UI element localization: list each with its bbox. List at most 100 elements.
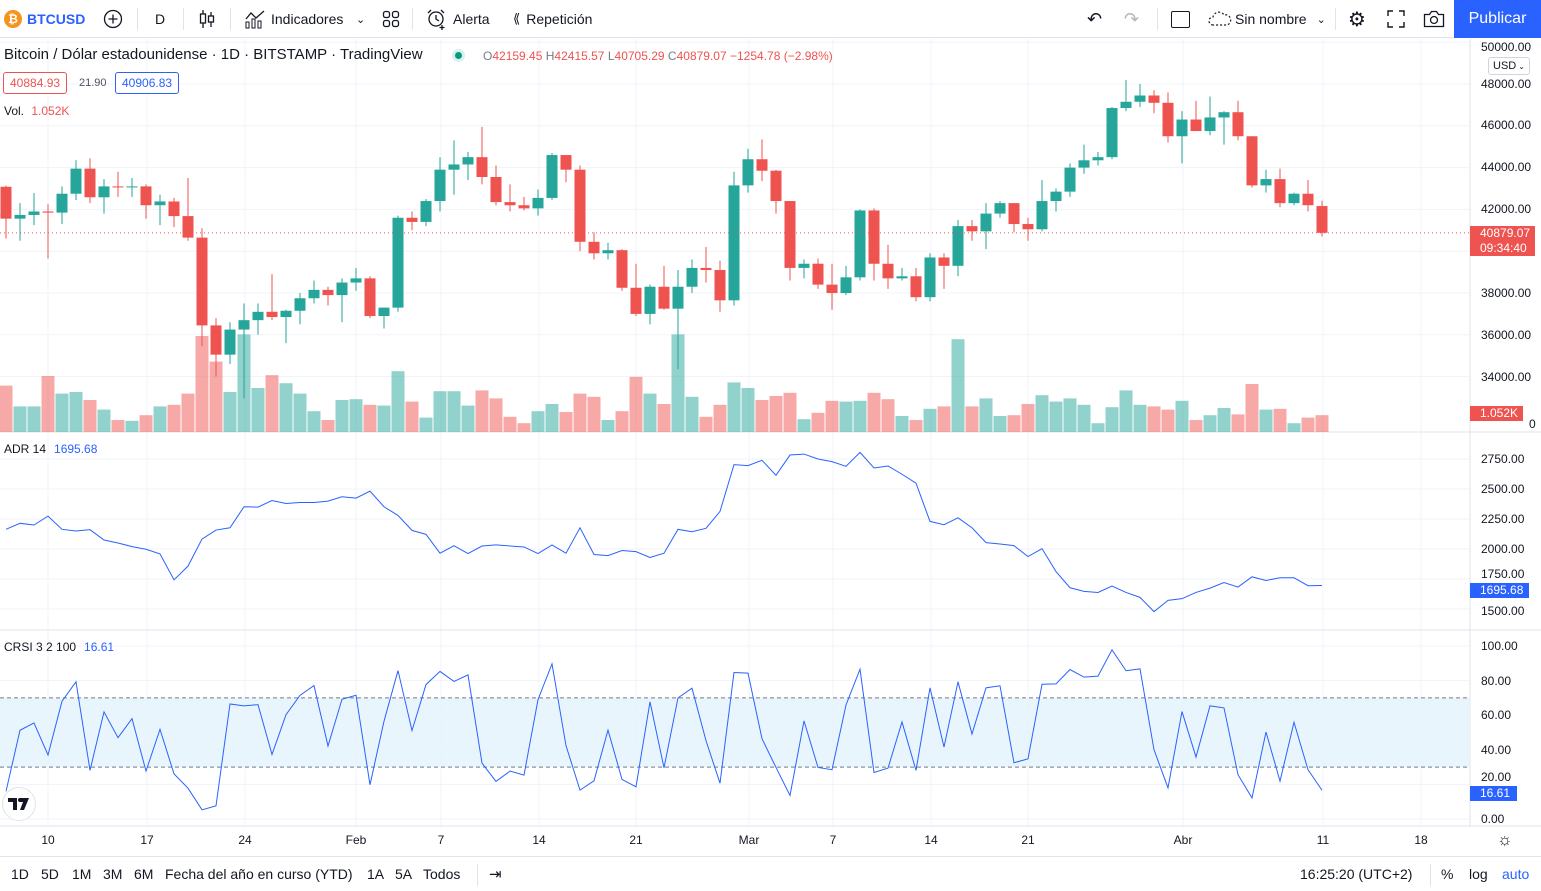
indicators-button[interactable]: Indicadores [244,0,343,38]
fullscreen-button[interactable] [1387,0,1405,38]
layout-button[interactable] [1171,0,1190,38]
toolbar-divider [230,8,231,30]
candle-body [1274,179,1286,204]
spread-value: 21.90 [79,77,107,89]
candle-body [378,307,390,316]
candle-body [504,202,516,206]
range-button[interactable]: 1M [72,866,92,882]
volume-bar [27,406,41,432]
volume-bar [349,399,363,432]
volume-bar [69,392,83,432]
alert-button[interactable]: Alerta [426,0,490,38]
candle-body [1148,95,1160,103]
crsi-legend[interactable]: CRSI 3 2 100 16.61 [4,640,114,654]
interval-button[interactable]: D [155,0,165,38]
candle-body [826,284,838,293]
candle-body [56,193,68,213]
sun-gear-icon: ☼ [1497,830,1513,849]
goto-date-button[interactable]: ⇥ [489,865,502,883]
chart-type-button[interactable] [198,0,216,38]
volume-bar [181,393,195,432]
screenshot-button[interactable] [1423,0,1445,38]
candle-body [1078,160,1090,168]
calendar-goto-icon: ⇥ [489,866,502,883]
candle-body [1316,206,1328,233]
volume-bar [797,419,811,432]
volume-bar [517,423,531,432]
publish-button[interactable]: Publicar [1454,0,1541,38]
currency-selector[interactable]: USD ⌄ [1488,57,1530,75]
candle-body [168,201,180,217]
candle-body [350,278,362,283]
range-button[interactable]: 5A [395,866,413,882]
volume-bar [1161,409,1175,432]
range-button[interactable]: 5D [41,866,59,882]
range-button[interactable]: Fecha del año en curso (YTD) [165,866,353,882]
adr-value-tag: 1695.68 [1470,583,1529,598]
low-value: 40705.29 [614,49,665,63]
candle-body [868,210,880,264]
candle-body [308,289,320,299]
range-button[interactable]: 3M [103,866,123,882]
settings-button[interactable]: ⚙ [1348,0,1366,38]
range-button[interactable]: Todos [423,866,461,882]
volume-bar [195,336,209,432]
candle-body [238,320,250,330]
interval-label: D [155,11,166,27]
volume-bar [475,390,489,432]
candle-body [490,177,502,203]
symbol-legend-title: Bitcoin / Dólar estadounidense · 1D · BI… [4,46,423,63]
volume-bar [209,361,223,432]
templates-button[interactable] [382,0,400,38]
layout-name-label: Sin nombre [1235,11,1307,27]
adr-tick-label: 2500.00 [1481,482,1525,496]
volume-bar [1049,401,1063,432]
volume-bar [1287,423,1301,432]
volume-bar [1301,417,1315,432]
volume-bar [433,391,447,432]
candle-body [1120,101,1132,109]
volume-value: 1.052K [31,104,70,118]
buy-button[interactable]: 40906.83 [115,72,180,94]
top-toolbar: ₿ BTCUSD D Indicadores ⌄ Alerta ⟪ Repeti… [0,0,1541,38]
bottom-divider [477,864,478,886]
volume-bar [909,420,923,432]
market-status-indicator[interactable] [452,49,465,62]
symbol-search-button[interactable]: ₿ BTCUSD [4,0,85,38]
volume-bar [13,406,27,432]
volume-axis-zero: 0 [1529,417,1536,431]
clock-timezone[interactable]: 16:25:20 (UTC+2) [1300,866,1413,882]
undo-icon: ↶ [1087,8,1103,29]
compare-button[interactable] [103,0,123,38]
auto-toggle[interactable]: auto [1502,866,1530,882]
undo-button[interactable]: ↶ [1087,0,1102,38]
adr-tick-label: 2250.00 [1481,512,1525,526]
indicators-dropdown[interactable]: ⌄ [356,0,365,38]
range-button[interactable]: 1A [367,866,385,882]
price-tick-label: 34000.00 [1481,370,1532,384]
layout-name-button[interactable]: Sin nombre ⌄ [1207,0,1326,38]
candle-body [98,186,110,198]
volume-bar [867,392,881,432]
candle-body [28,211,40,215]
adr-legend[interactable]: ADR 14 1695.68 [4,442,97,456]
candle-body [938,257,950,266]
candle-body [84,168,96,198]
percent-toggle[interactable]: % [1441,866,1454,882]
volume-bar [1105,407,1119,432]
axis-settings-button[interactable]: ☼ [1497,830,1513,850]
replay-button[interactable]: ⟪ Repetición [513,0,592,38]
toolbar-divider [1157,8,1158,30]
redo-button[interactable]: ↷ [1124,0,1139,38]
sell-button[interactable]: 40884.93 [3,72,68,94]
volume-bar [965,406,979,432]
volume-bar [1077,404,1091,432]
candle-body [812,263,824,285]
open-key: O [483,49,493,63]
tradingview-logo[interactable] [2,787,36,821]
candle-body [336,282,348,296]
range-button[interactable]: 6M [134,866,154,882]
chart-canvas[interactable] [0,39,1541,827]
log-toggle[interactable]: log [1469,866,1488,882]
range-button[interactable]: 1D [11,866,29,882]
